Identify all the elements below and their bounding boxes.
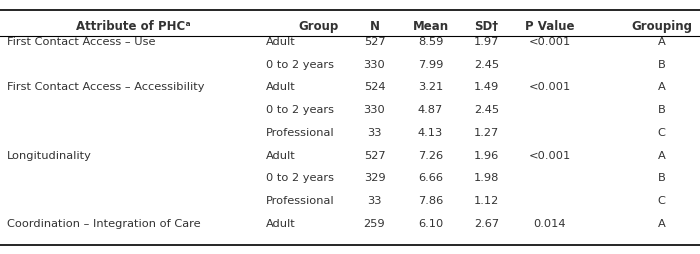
Text: B: B [657, 105, 666, 115]
Text: 0 to 2 years: 0 to 2 years [266, 105, 334, 115]
Text: 4.87: 4.87 [418, 105, 443, 115]
Text: 6.10: 6.10 [418, 218, 443, 228]
Text: 3.21: 3.21 [418, 82, 443, 92]
Text: Adult: Adult [266, 82, 295, 92]
Text: B: B [657, 172, 666, 183]
Text: Mean: Mean [412, 20, 449, 33]
Text: 4.13: 4.13 [418, 127, 443, 137]
Text: 2.45: 2.45 [474, 105, 499, 115]
Text: 1.98: 1.98 [474, 172, 499, 183]
Text: 1.12: 1.12 [474, 195, 499, 205]
Text: SD†: SD† [475, 20, 498, 33]
Text: Adult: Adult [266, 150, 295, 160]
Text: Attribute of PHCᵃ: Attribute of PHCᵃ [76, 20, 190, 33]
Text: 7.86: 7.86 [418, 195, 443, 205]
Text: Professional: Professional [266, 127, 335, 137]
Text: Group: Group [298, 20, 339, 33]
Text: N: N [370, 20, 379, 33]
Text: Adult: Adult [266, 37, 295, 47]
Text: 33: 33 [368, 127, 382, 137]
Text: 0 to 2 years: 0 to 2 years [266, 172, 334, 183]
Text: 259: 259 [364, 218, 385, 228]
Text: <0.001: <0.001 [528, 82, 570, 92]
Text: P Value: P Value [525, 20, 574, 33]
Text: 7.99: 7.99 [418, 59, 443, 70]
Text: Adult: Adult [266, 218, 295, 228]
Text: Longitudinality: Longitudinality [7, 150, 92, 160]
Text: 0.014: 0.014 [533, 218, 566, 228]
Text: A: A [657, 150, 666, 160]
Text: Coordination – Integration of Care: Coordination – Integration of Care [7, 218, 201, 228]
Text: A: A [657, 37, 666, 47]
Text: 330: 330 [363, 59, 386, 70]
Text: 7.26: 7.26 [418, 150, 443, 160]
Text: Grouping: Grouping [631, 20, 692, 33]
Text: <0.001: <0.001 [528, 150, 570, 160]
Text: 8.59: 8.59 [418, 37, 443, 47]
Text: Professional: Professional [266, 195, 335, 205]
Text: 1.97: 1.97 [474, 37, 499, 47]
Text: 1.96: 1.96 [474, 150, 499, 160]
Text: A: A [657, 218, 666, 228]
Text: <0.001: <0.001 [528, 37, 570, 47]
Text: 0 to 2 years: 0 to 2 years [266, 59, 334, 70]
Text: 2.67: 2.67 [474, 218, 499, 228]
Text: 1.27: 1.27 [474, 127, 499, 137]
Text: 329: 329 [364, 172, 385, 183]
Text: C: C [657, 127, 666, 137]
Text: 524: 524 [364, 82, 385, 92]
Text: 6.66: 6.66 [418, 172, 443, 183]
Text: 527: 527 [364, 150, 385, 160]
Text: 330: 330 [363, 105, 386, 115]
Text: C: C [657, 195, 666, 205]
Text: 1.49: 1.49 [474, 82, 499, 92]
Text: First Contact Access – Use: First Contact Access – Use [7, 37, 155, 47]
Text: B: B [657, 59, 666, 70]
Text: 33: 33 [368, 195, 382, 205]
Text: 2.45: 2.45 [474, 59, 499, 70]
Text: A: A [657, 82, 666, 92]
Text: 527: 527 [364, 37, 385, 47]
Text: First Contact Access – Accessibility: First Contact Access – Accessibility [7, 82, 204, 92]
